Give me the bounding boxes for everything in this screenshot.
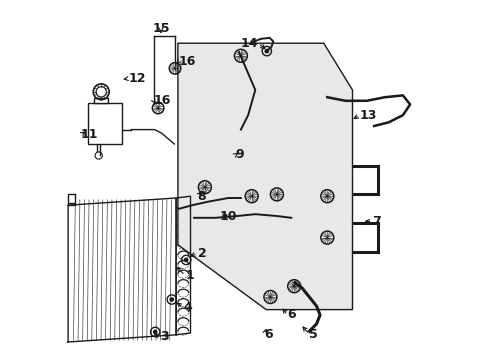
- Text: 6: 6: [287, 309, 296, 321]
- Circle shape: [169, 297, 174, 302]
- Circle shape: [264, 49, 268, 53]
- Text: 12: 12: [128, 72, 146, 85]
- Text: 5: 5: [309, 328, 317, 341]
- Text: 11: 11: [81, 129, 98, 141]
- Text: 15: 15: [152, 22, 169, 35]
- Text: 10: 10: [219, 210, 236, 223]
- Text: 14: 14: [240, 37, 258, 50]
- Text: 3: 3: [160, 330, 168, 343]
- Text: 13: 13: [359, 109, 376, 122]
- Text: 6: 6: [264, 328, 272, 341]
- Text: 2: 2: [197, 247, 206, 260]
- Bar: [68, 194, 75, 203]
- Polygon shape: [178, 43, 352, 310]
- Circle shape: [183, 258, 188, 262]
- Text: 16: 16: [153, 94, 171, 107]
- Text: 1: 1: [185, 269, 193, 282]
- Text: 4: 4: [183, 301, 192, 314]
- Text: 8: 8: [197, 190, 205, 203]
- Text: 9: 9: [235, 148, 244, 161]
- Bar: [88, 103, 122, 144]
- Circle shape: [153, 330, 157, 334]
- Text: 16: 16: [179, 55, 196, 68]
- Text: 7: 7: [371, 215, 380, 228]
- Bar: [94, 98, 108, 103]
